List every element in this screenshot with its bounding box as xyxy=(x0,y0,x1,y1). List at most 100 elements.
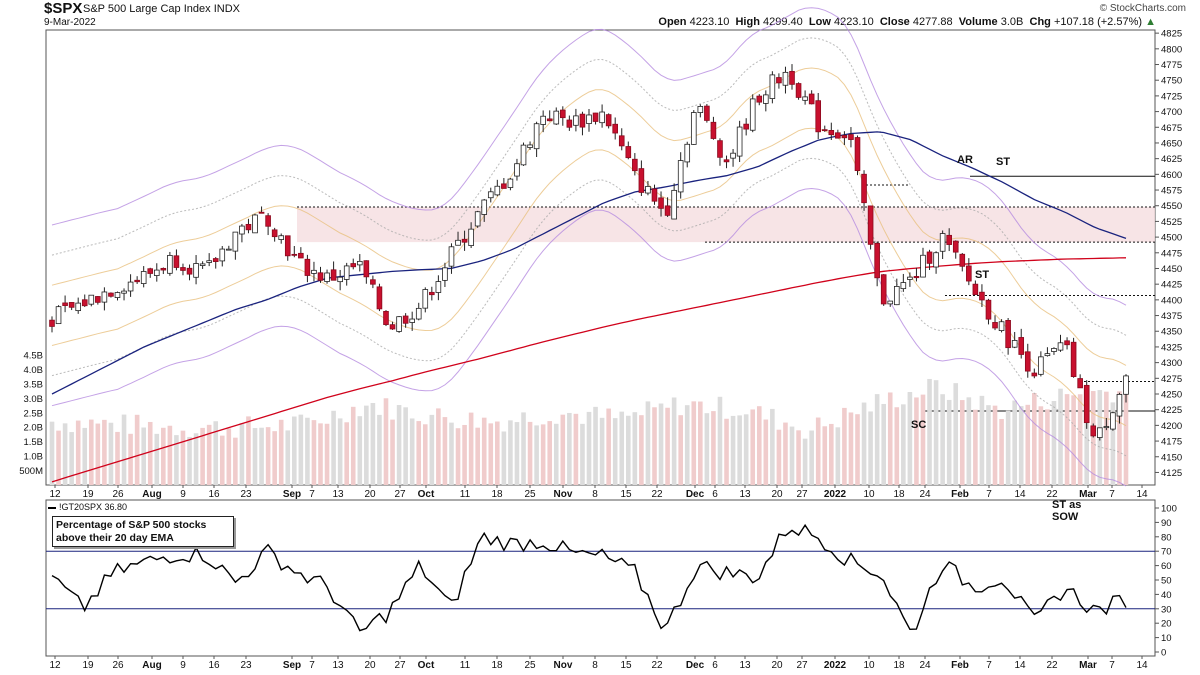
candle-body xyxy=(1123,375,1129,395)
candle-body xyxy=(939,233,946,252)
x-tick-label: 7 xyxy=(986,660,992,671)
x-tick-label: 14 xyxy=(1014,660,1026,671)
candle-body xyxy=(356,260,363,266)
candle-body xyxy=(167,255,173,274)
candle-body xyxy=(461,238,468,243)
x-tick-label: 8 xyxy=(592,489,598,500)
volume-tick-label: 1.5B xyxy=(23,437,43,448)
x-tick-label: 14 xyxy=(1136,660,1148,671)
volume-bar xyxy=(1071,395,1076,485)
ohlc-readout: Open 4223.10 High 4299.40 Low 4223.10 Cl… xyxy=(658,16,1156,28)
volume-bar xyxy=(344,422,349,485)
candle-body xyxy=(1116,394,1123,417)
volume-bar xyxy=(1018,406,1024,485)
volume-bar xyxy=(409,418,415,485)
volume-bar xyxy=(396,405,402,485)
candle-body xyxy=(874,242,880,279)
exchange: INDX xyxy=(213,3,240,15)
candle-body xyxy=(114,292,121,298)
candle-body xyxy=(370,279,376,285)
x-tick-label: 13 xyxy=(739,660,751,671)
keltner-channels xyxy=(51,7,1127,487)
candle-body xyxy=(363,260,370,278)
volume-tick-label: 4.5B xyxy=(23,351,43,362)
volume-bar xyxy=(1032,392,1037,485)
volume-bar xyxy=(514,422,520,485)
chg-label: Chg xyxy=(1029,16,1051,28)
volume-bar xyxy=(907,392,913,485)
candle-body xyxy=(763,94,769,104)
x-tick-label: 23 xyxy=(240,660,252,671)
candle-body xyxy=(193,263,199,278)
pct-tick-label: 30 xyxy=(1161,604,1172,615)
annotation-st-top: ST xyxy=(996,156,1010,168)
candle-body xyxy=(258,211,265,214)
low-value: 4223.10 xyxy=(833,16,874,28)
volume-bar xyxy=(121,414,127,485)
candle-body xyxy=(265,215,271,227)
price-tick-label: 4825 xyxy=(1161,29,1182,40)
ma50-line xyxy=(51,131,1127,395)
volume-bar xyxy=(128,433,133,485)
indicator-description-line2: above their 20 day EMA xyxy=(56,531,174,544)
volume-value: 3.0B xyxy=(1000,16,1024,28)
open-label: Open xyxy=(658,16,687,28)
x-tick-label: 20 xyxy=(771,660,783,671)
volume-bar xyxy=(259,427,264,485)
candle-body xyxy=(913,276,920,279)
copyright[interactable]: © StockCharts.com xyxy=(1099,3,1186,14)
x-tick-label: 20 xyxy=(364,660,376,671)
candle-body xyxy=(1044,353,1051,357)
candle-body xyxy=(429,291,435,296)
candle-body xyxy=(972,283,979,295)
candle-body xyxy=(180,267,186,271)
x-tick-label: 7 xyxy=(309,660,315,671)
volume-bar xyxy=(717,396,723,485)
x-tick-label: 2022 xyxy=(824,489,847,500)
candle-body xyxy=(1018,337,1025,355)
x-tick-label: 18 xyxy=(893,489,905,500)
volume-bar xyxy=(724,418,729,485)
x-tick-label: Sep xyxy=(283,489,301,500)
x-tick-label: Aug xyxy=(142,489,161,500)
volume-bar xyxy=(206,424,212,485)
volume-bar xyxy=(1117,391,1122,485)
candle-body xyxy=(206,260,212,263)
x-tick-label: 11 xyxy=(460,489,471,500)
x-tick-label: 13 xyxy=(332,660,344,671)
pct-tick-label: 10 xyxy=(1161,633,1172,644)
x-tick-label: Sep xyxy=(283,660,301,671)
volume-bar xyxy=(82,427,88,485)
volume-bar xyxy=(154,433,160,485)
volume-bar xyxy=(1064,394,1070,485)
price-tick-label: 4725 xyxy=(1161,91,1182,102)
volume-bar xyxy=(1123,386,1129,485)
volume-tick-label: 2.5B xyxy=(23,408,43,419)
candle-body xyxy=(422,289,429,309)
price-tick-label: 4225 xyxy=(1161,405,1182,416)
candle-body xyxy=(284,235,291,257)
candle-body xyxy=(481,199,488,215)
x-tick-label: 8 xyxy=(592,660,598,671)
volume-bar xyxy=(161,427,166,485)
volume-bar xyxy=(377,414,382,485)
candle-body xyxy=(199,263,206,266)
volume-bar xyxy=(141,427,146,485)
candle-body xyxy=(311,269,317,274)
x-tick-label: 24 xyxy=(919,489,931,500)
volume-bar xyxy=(940,394,945,485)
x-tick-label: 7 xyxy=(309,489,315,500)
candle-body xyxy=(645,186,651,194)
indicator-x-axis: 12 19 26 Aug 9 16 23 Sep 7 13 20 27 Oct 11 18 25 Nov 8 15 2… xyxy=(49,656,1148,671)
price-tick-label: 4700 xyxy=(1161,107,1182,118)
volume-tick-label: 3.0B xyxy=(23,394,43,405)
volume-bar xyxy=(815,417,821,485)
x-tick-label: Mar xyxy=(1079,489,1097,500)
x-tick-label: 18 xyxy=(491,489,503,500)
volume-bar xyxy=(894,407,900,485)
volume-bar xyxy=(62,423,68,485)
x-tick-label: 6 xyxy=(712,489,718,500)
candle-body xyxy=(1070,341,1077,377)
volume-bar xyxy=(115,431,120,485)
price-x-axis: 12 19 26 Aug 9 16 23 Sep 7 13 20 27 Oct 11 18 25 Nov 8 15 2… xyxy=(49,485,1148,500)
